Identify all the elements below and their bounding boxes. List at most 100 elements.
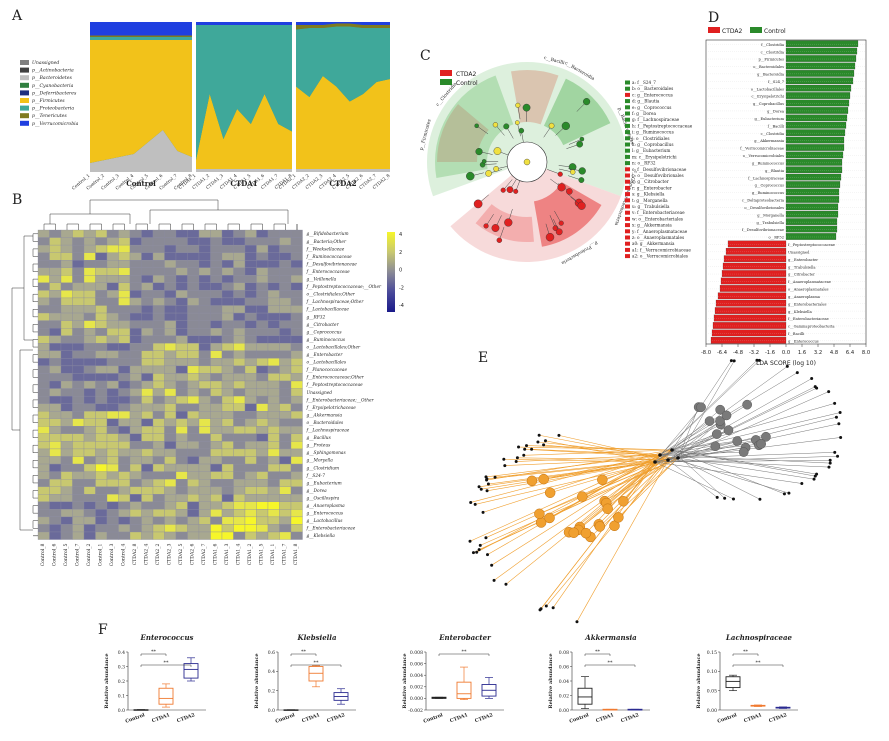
boxplot-group-label: CTDA1	[301, 712, 321, 724]
clade-node	[558, 220, 564, 226]
heatmap-cell	[118, 441, 131, 450]
heatmap-cell	[210, 267, 223, 276]
heatmap-cell	[141, 275, 154, 283]
heatmap-cell	[175, 441, 188, 450]
heatmap-cell	[175, 252, 188, 261]
network-edge	[607, 449, 673, 509]
network-sample-node	[534, 508, 545, 520]
lda-bar	[713, 314, 787, 322]
lda-tick-label: -1.6	[765, 350, 775, 356]
heatmap-cell	[175, 448, 188, 457]
heatmap-cell	[60, 433, 73, 442]
heatmap-cell	[244, 290, 257, 299]
heatmap-cell	[60, 403, 73, 412]
heatmap-cell	[233, 478, 246, 487]
heatmap-cell	[175, 320, 188, 329]
legend-swatch	[750, 27, 762, 33]
lda-bar	[785, 210, 839, 218]
heatmap-cell	[106, 395, 119, 404]
heatmap-cell	[49, 320, 62, 329]
boxplot-title: Klebsiella	[297, 633, 337, 642]
network-edge	[487, 461, 656, 492]
clade-node	[500, 187, 506, 193]
heatmap-cell	[106, 267, 119, 276]
heatmap-cell	[129, 501, 142, 510]
heatmap-cell	[152, 335, 165, 344]
heatmap-cell	[256, 350, 269, 359]
heatmap-cell	[152, 373, 165, 382]
heatmap-panel: g__Bifidobacterium g__Bacteria;Other f__We…	[11, 199, 404, 566]
network-taxon-node	[486, 553, 490, 557]
heatmap-cell	[37, 486, 50, 495]
key-label: y: f__Anaeroplasmataceae	[631, 229, 688, 234]
heatmap-cell	[118, 343, 131, 351]
heatmap-row-label: f__S24-7	[306, 474, 326, 479]
heatmap-cell	[175, 350, 188, 359]
heatmap-cell	[152, 418, 165, 427]
heatmap-cell	[244, 411, 257, 419]
heatmap-cell	[164, 463, 177, 472]
heatmap-cell	[175, 524, 188, 533]
heatmap-cell	[279, 350, 292, 359]
network-sample-node	[602, 503, 613, 515]
key-swatch	[625, 86, 630, 91]
heatmap-cell	[290, 350, 303, 359]
clade-node	[475, 148, 483, 156]
heatmap-cell	[233, 305, 246, 314]
heatmap-cell	[83, 320, 96, 329]
heatmap-cell	[164, 244, 177, 253]
network-edge	[677, 391, 829, 459]
lda-bar-label: g__Coprobacillus	[753, 102, 784, 106]
network-edge	[671, 424, 721, 451]
heatmap-row-label: f__Ruminococcaceae	[306, 255, 353, 260]
heatmap-cell	[244, 524, 257, 533]
heatmap-cell	[221, 516, 234, 525]
boxplot-tick-label: 0.6	[268, 650, 275, 656]
network-edge	[545, 440, 656, 463]
heatmap-cell	[267, 343, 280, 351]
network-taxon-node	[493, 475, 497, 479]
heatmap-cell	[164, 456, 177, 465]
heatmap-cell	[106, 282, 119, 291]
lda-bar	[722, 262, 787, 270]
heatmap-cell	[141, 411, 154, 419]
heatmap-cell	[256, 388, 269, 397]
key-label: a: f__S24_7	[632, 80, 656, 85]
heatmap-cell	[290, 524, 303, 533]
lda-tick-label: 3.2	[814, 350, 822, 356]
heatmap-cell	[244, 531, 257, 540]
heatmap-cell	[221, 426, 234, 434]
heatmap-cell	[129, 244, 142, 253]
heatmap-cell	[187, 388, 200, 397]
panel-letter-e: E	[478, 350, 488, 366]
heatmap-cell	[129, 448, 142, 457]
heatmap-cell	[118, 516, 131, 525]
heatmap-cell	[164, 433, 177, 442]
significance-mark: **	[301, 649, 307, 655]
significance-mark: **	[164, 660, 170, 666]
heatmap-cell	[60, 237, 73, 246]
network-taxon-node	[473, 502, 477, 506]
lda-bar	[720, 277, 787, 285]
heatmap-cell	[210, 531, 223, 540]
network-sample-node	[710, 441, 721, 452]
heatmap-cell	[37, 343, 50, 351]
key-label: g: f__Lachnospiraceae	[632, 117, 680, 122]
legend-swatch	[20, 67, 29, 73]
heatmap-cell	[95, 305, 108, 314]
heatmap-cell	[152, 350, 165, 359]
heatmap-cell	[198, 531, 211, 540]
heatmap-cell	[129, 471, 142, 480]
lda-bar-label: f__Anaeroplasmataceae	[788, 280, 831, 284]
lda-bar	[785, 70, 855, 77]
heatmap-cell	[175, 411, 188, 419]
network-edge	[654, 404, 748, 463]
heatmap-cell	[106, 373, 119, 382]
heatmap-cell	[83, 433, 96, 442]
key-label: f: g__Dorea	[632, 111, 657, 116]
heatmap-cell	[118, 448, 131, 457]
heatmap-cell	[60, 531, 73, 540]
heatmap-cell	[95, 509, 108, 518]
heatmap-row-label: f__Enterococcaceae;Other	[306, 376, 365, 381]
heatmap-row-label: f__Planococcaceae	[306, 368, 348, 373]
